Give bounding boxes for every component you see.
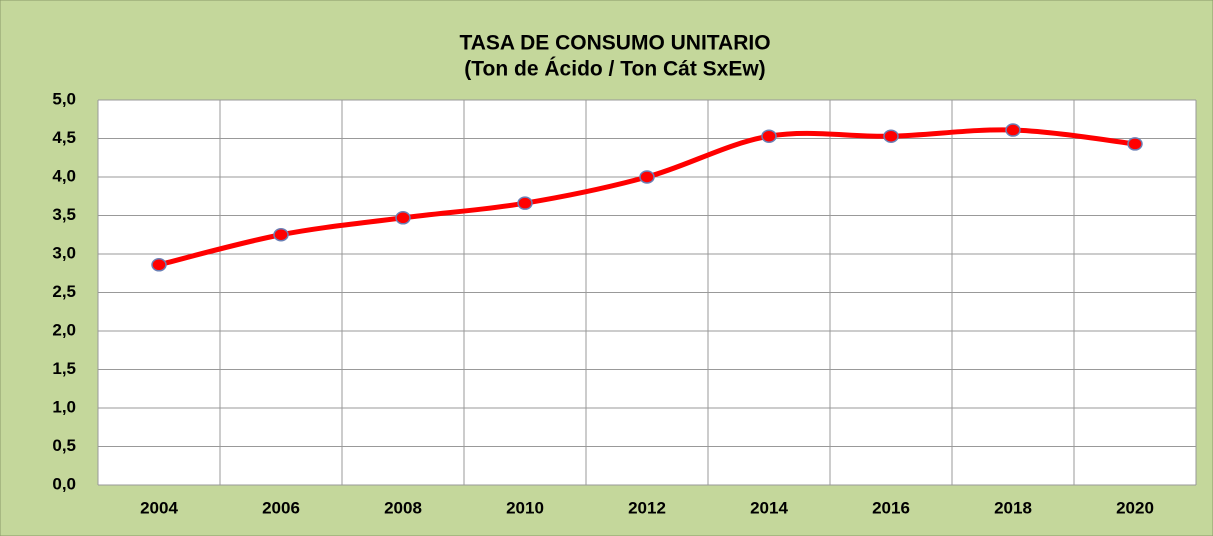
data-point [151, 258, 167, 272]
x-tick-label: 2018 [994, 498, 1032, 517]
y-tick-label: 1,5 [52, 359, 76, 378]
x-tick-label: 2012 [628, 498, 666, 517]
y-tick-label: 3,5 [52, 205, 76, 224]
data-point [273, 228, 289, 242]
y-tick-label: 4,0 [52, 166, 76, 185]
data-point [639, 170, 655, 184]
y-tick-label: 3,0 [52, 243, 76, 262]
y-tick-label: 0,0 [52, 474, 76, 493]
x-tick-label: 2008 [384, 498, 422, 517]
data-point [517, 196, 533, 210]
data-point [883, 129, 899, 143]
data-point [1005, 123, 1021, 137]
data-point [1127, 137, 1143, 151]
chart-subtitle: (Ton de Ácido / Ton Cát SxEw) [464, 58, 765, 81]
x-tick-label: 2010 [506, 498, 544, 517]
y-tick-label: 0,5 [52, 436, 76, 455]
x-tick-label: 2006 [262, 498, 300, 517]
y-tick-label: 4,5 [52, 128, 76, 147]
chart-title: TASA DE CONSUMO UNITARIO [459, 32, 770, 55]
x-tick-label: 2020 [1116, 498, 1154, 517]
data-point [761, 129, 777, 143]
x-tick-label: 2004 [140, 498, 178, 517]
data-point [395, 211, 411, 225]
y-tick-label: 5,0 [52, 89, 76, 108]
y-tick-label: 1,0 [52, 397, 76, 416]
x-tick-label: 2016 [872, 498, 910, 517]
y-tick-label: 2,5 [52, 282, 76, 301]
y-tick-label: 2,0 [52, 320, 76, 339]
x-tick-label: 2014 [750, 498, 788, 517]
